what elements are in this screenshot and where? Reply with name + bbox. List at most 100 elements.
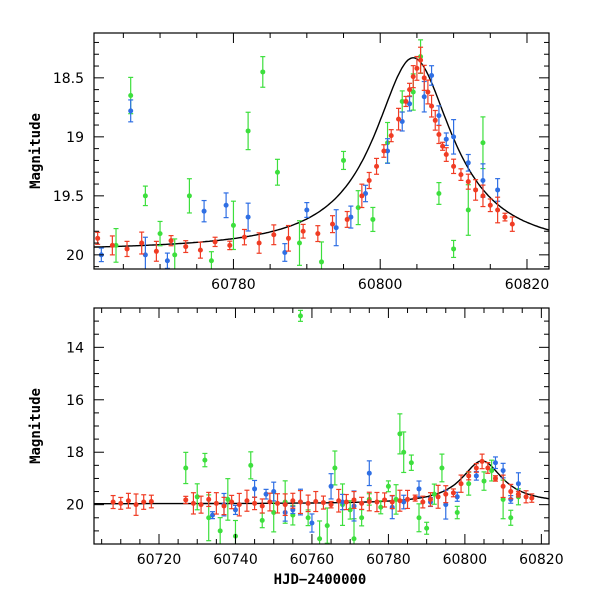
bottom-data-point bbox=[232, 507, 238, 513]
top-data-point bbox=[274, 169, 280, 175]
bottom-data-point bbox=[500, 483, 506, 489]
top-data-point bbox=[197, 247, 203, 253]
bottom-data-point bbox=[481, 478, 487, 484]
bottom-x-tick-label: 60760 bbox=[290, 552, 335, 568]
top-data-point bbox=[509, 221, 515, 227]
bottom-data-point bbox=[320, 500, 326, 506]
bottom-data-point bbox=[489, 468, 495, 474]
top-data-point bbox=[421, 94, 427, 100]
bottom-data-point bbox=[309, 520, 315, 526]
top-data-point bbox=[410, 89, 416, 95]
top-data-point bbox=[451, 163, 457, 169]
top-data-point bbox=[223, 202, 229, 208]
top-data-point bbox=[227, 242, 233, 248]
bottom-data-point bbox=[206, 515, 212, 521]
bottom-data-point bbox=[443, 502, 449, 508]
bottom-model-curve bbox=[94, 460, 549, 505]
top-data-point bbox=[333, 225, 339, 231]
bottom-data-point bbox=[515, 491, 521, 497]
bottom-panel: Magnitude HJD−2400000 60720 60740 60760 607… bbox=[28, 307, 564, 588]
bottom-data-point bbox=[492, 475, 498, 481]
bottom-data-point bbox=[389, 499, 395, 505]
bottom-x-tick-label: 60780 bbox=[366, 552, 411, 568]
bottom-data-point bbox=[213, 500, 219, 506]
bottom-data-point bbox=[259, 517, 265, 523]
bottom-data-point bbox=[466, 473, 472, 479]
bottom-data-point bbox=[244, 498, 250, 504]
top-data-point bbox=[418, 57, 424, 63]
bottom-data-point bbox=[317, 536, 323, 542]
top-data-point bbox=[139, 240, 145, 246]
top-data-point bbox=[429, 72, 435, 78]
bottom-data-point bbox=[133, 502, 139, 508]
bottom-data-point bbox=[259, 503, 265, 509]
bottom-plot-area bbox=[94, 309, 549, 544]
bottom-data-point bbox=[454, 494, 460, 500]
top-y-tick-label: 20 bbox=[66, 248, 84, 264]
top-plot-area bbox=[94, 39, 549, 269]
bottom-data-point bbox=[267, 499, 273, 505]
top-data-point bbox=[451, 246, 457, 252]
bottom-data-point bbox=[347, 507, 353, 513]
bottom-data-point bbox=[217, 528, 223, 534]
top-x-tick-label: 60820 bbox=[505, 277, 550, 293]
bottom-xlabel: HJD−2400000 bbox=[274, 572, 367, 588]
top-data-point bbox=[403, 98, 409, 104]
bottom-data-point bbox=[110, 499, 116, 505]
top-data-point bbox=[164, 258, 170, 264]
bottom-x-tick-label: 60800 bbox=[443, 552, 488, 568]
bottom-data-point bbox=[466, 481, 472, 487]
top-ylabel: Magnitude bbox=[28, 113, 44, 189]
bottom-data-point bbox=[332, 465, 338, 471]
top-data-point bbox=[399, 98, 405, 104]
bottom-data-point bbox=[297, 313, 303, 319]
bottom-y-tick-label: 16 bbox=[66, 393, 84, 409]
bottom-data-point bbox=[328, 502, 334, 508]
top-data-point bbox=[304, 207, 310, 213]
top-data-point bbox=[399, 119, 405, 124]
top-data-point bbox=[172, 252, 178, 258]
top-data-point bbox=[296, 240, 302, 246]
top-data-point bbox=[157, 231, 163, 237]
bottom-data-point bbox=[183, 465, 189, 471]
bottom-data-point bbox=[424, 525, 430, 531]
bottom-data-point bbox=[324, 523, 330, 529]
bottom-data-point bbox=[229, 499, 235, 505]
bottom-data-point bbox=[397, 498, 403, 504]
top-data-point bbox=[142, 252, 148, 258]
top-data-point bbox=[465, 179, 471, 185]
top-data-point bbox=[465, 207, 471, 213]
bottom-data-point bbox=[366, 470, 372, 476]
bottom-data-point bbox=[313, 499, 319, 505]
bottom-data-point bbox=[508, 489, 514, 495]
bottom-data-point bbox=[529, 495, 535, 501]
top-data-point bbox=[407, 101, 413, 107]
bottom-data-point bbox=[225, 496, 231, 502]
top-data-point bbox=[429, 103, 435, 109]
top-data-point bbox=[319, 259, 324, 265]
bottom-data-point bbox=[405, 496, 411, 502]
top-data-point bbox=[241, 234, 247, 240]
bottom-data-point bbox=[271, 510, 277, 516]
bottom-x-tick-label: 60720 bbox=[137, 552, 182, 568]
top-data-point bbox=[124, 246, 130, 252]
top-data-point bbox=[271, 232, 277, 238]
bottom-data-point bbox=[252, 500, 258, 506]
top-data-point bbox=[480, 193, 486, 199]
top-data-point bbox=[495, 187, 501, 193]
bottom-data-point bbox=[443, 491, 449, 497]
top-model-curve bbox=[94, 57, 549, 248]
bottom-data-point bbox=[290, 498, 296, 504]
bottom-data-point bbox=[431, 491, 437, 497]
top-data-point bbox=[201, 208, 207, 214]
bottom-y-tick-label: 14 bbox=[66, 340, 84, 356]
top-data-point bbox=[443, 136, 449, 142]
top-data-point bbox=[436, 190, 442, 196]
top-data-point bbox=[366, 178, 372, 183]
top-data-point bbox=[385, 148, 391, 154]
bottom-data-point bbox=[401, 449, 407, 455]
top-data-point bbox=[113, 242, 119, 248]
top-data-point bbox=[153, 248, 159, 254]
top-data-point bbox=[344, 216, 350, 222]
top-data-point bbox=[186, 193, 192, 199]
